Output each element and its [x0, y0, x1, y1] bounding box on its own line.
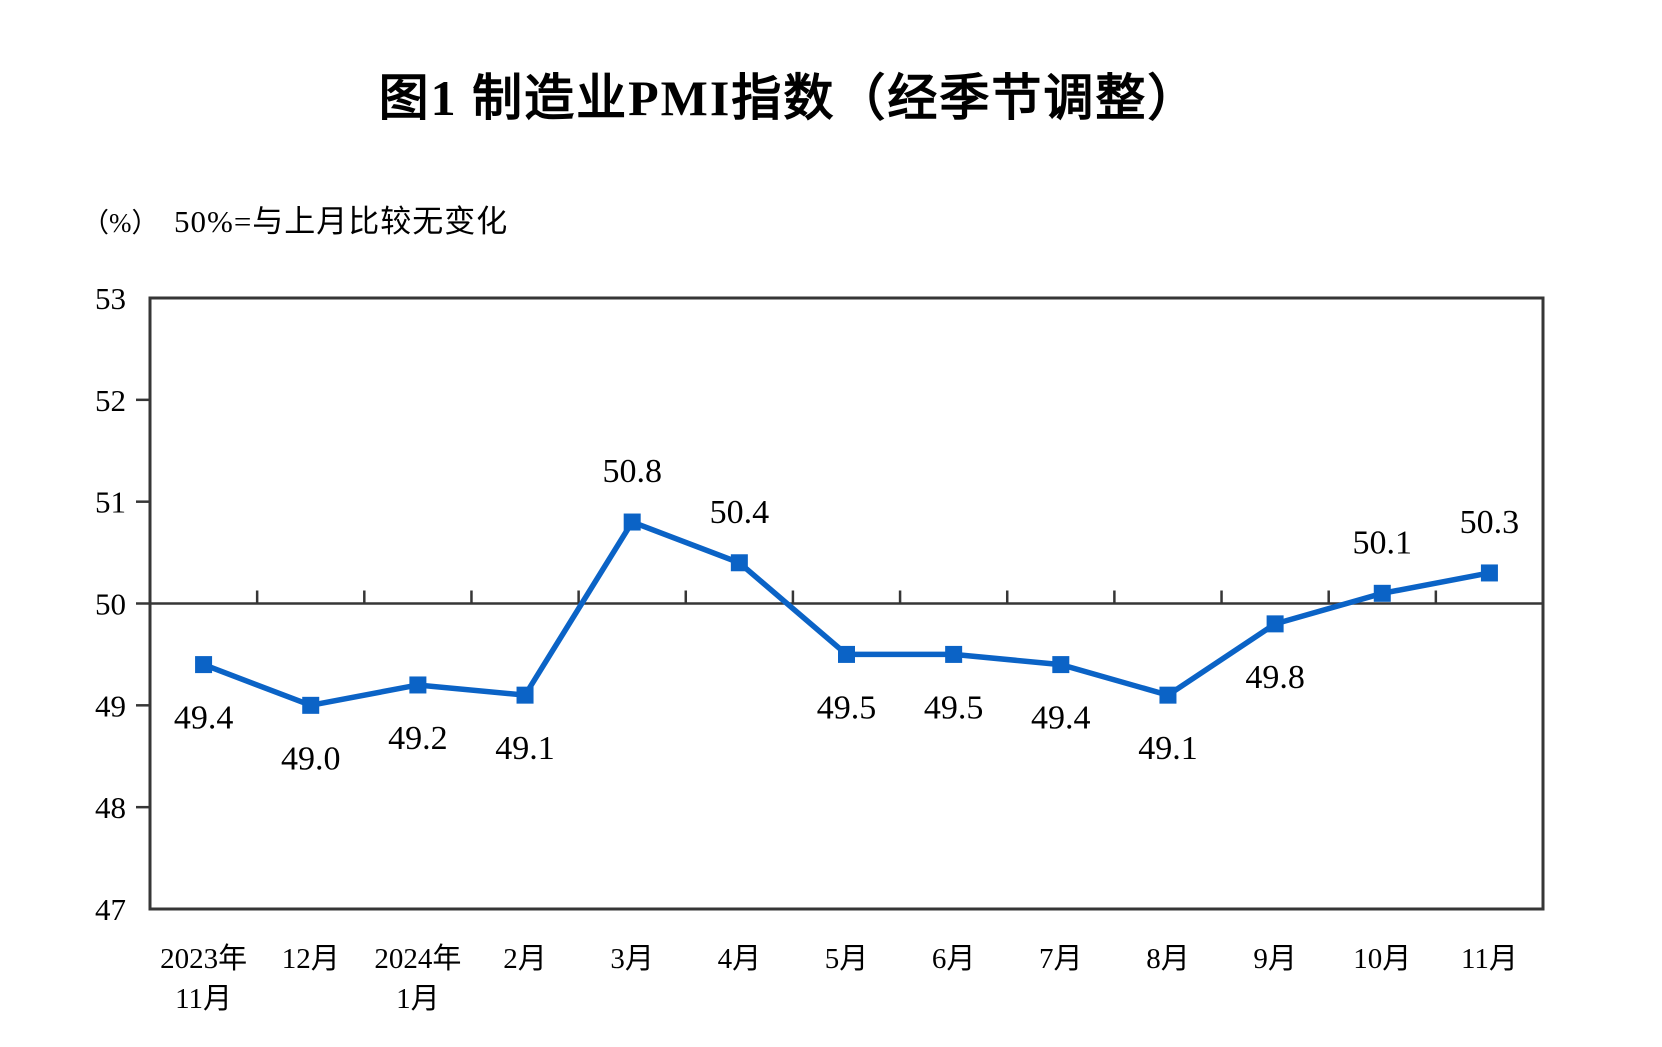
x-axis-label: 2024年 [374, 942, 461, 975]
data-point-marker [516, 686, 534, 704]
data-point-label: 49.8 [1245, 659, 1305, 696]
data-point-label: 50.8 [602, 453, 662, 490]
data-point-label: 49.2 [388, 720, 448, 757]
x-axis-label: 11月 [1461, 943, 1518, 975]
y-axis-label: 49 [95, 688, 126, 723]
y-axis-label: 52 [95, 383, 126, 418]
x-axis-label: 7月 [1039, 943, 1083, 975]
x-axis-label: 4月 [718, 943, 762, 975]
y-axis-label: 53 [95, 281, 126, 316]
x-axis-label: 10月 [1353, 943, 1411, 975]
data-point-label: 49.5 [817, 689, 877, 726]
y-axis-label: 47 [95, 892, 126, 927]
data-point-label: 50.3 [1460, 504, 1520, 541]
data-point-label: 50.1 [1353, 524, 1413, 561]
data-point-label: 49.4 [1031, 700, 1091, 737]
data-point-marker [302, 696, 320, 714]
data-point-label: 49.5 [924, 689, 984, 726]
chart-title: 图1 制造业PMI指数（经季节调整） [378, 70, 1200, 126]
data-point-label: 49.1 [1138, 730, 1198, 767]
data-point-label: 49.1 [495, 730, 555, 767]
reference-note: 50%=与上月比较无变化 [174, 204, 509, 239]
data-point-marker [195, 656, 213, 674]
x-axis-label: 2023年 [160, 942, 247, 975]
data-point-marker [623, 513, 641, 531]
data-point-marker [838, 645, 855, 663]
x-axis-label: 12月 [282, 943, 340, 975]
data-point-marker [1159, 686, 1177, 704]
data-point-label: 49.4 [174, 700, 234, 737]
x-axis-label: 1月 [396, 983, 440, 1015]
data-point-marker [1480, 564, 1498, 582]
x-axis-label: 11月 [175, 983, 232, 1015]
y-axis-label: 48 [95, 790, 126, 825]
y-axis-unit-label: （%） [82, 208, 159, 238]
x-axis-label: 2月 [503, 943, 547, 975]
x-axis-label: 6月 [932, 943, 976, 975]
data-point-marker [1052, 656, 1070, 674]
data-point-marker [1266, 615, 1284, 633]
data-point-label: 49.0 [281, 740, 341, 777]
data-point-marker [730, 554, 748, 572]
x-axis-label: 8月 [1146, 943, 1190, 975]
x-axis-label: 9月 [1253, 943, 1297, 975]
data-point-marker [945, 645, 963, 663]
x-axis-label: 3月 [610, 943, 654, 975]
y-axis-label: 50 [95, 587, 126, 622]
data-point-marker [1373, 584, 1391, 602]
x-axis-label: 5月 [825, 943, 869, 975]
y-axis-label: 51 [95, 485, 126, 520]
data-point-label: 50.4 [710, 494, 770, 531]
data-point-marker [409, 676, 427, 694]
